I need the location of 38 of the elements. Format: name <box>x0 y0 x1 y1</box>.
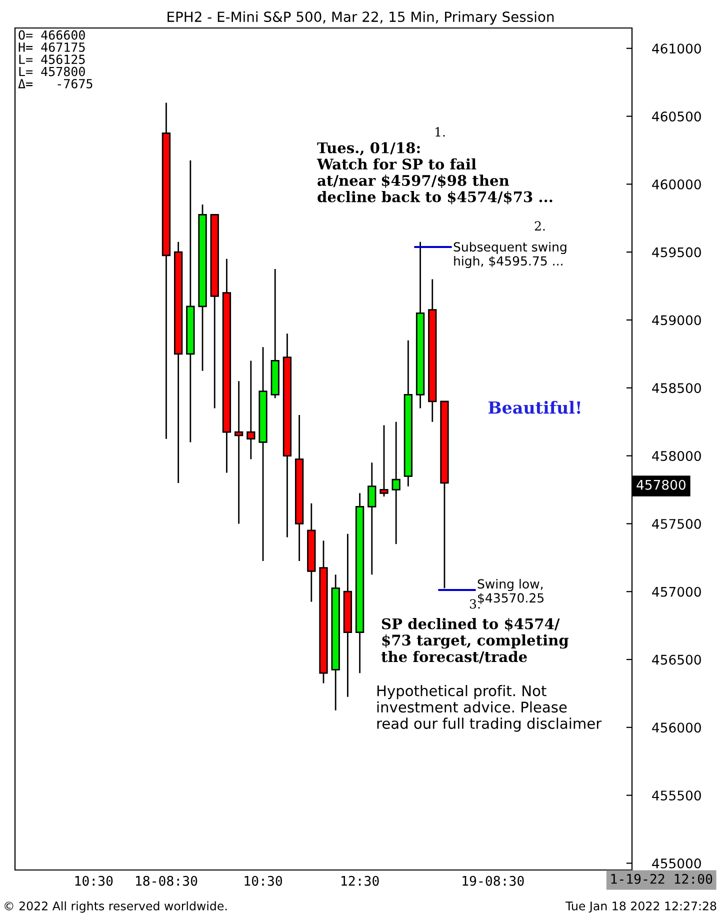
text: Tue Jan 18 2022 12:27:28 <box>566 901 716 913</box>
y-tick-label: 455500 <box>652 790 701 801</box>
y-tick-label: 460000 <box>652 179 701 190</box>
y-tick-label: 458000 <box>652 451 701 461</box>
y-tick-label: 459000 <box>652 315 701 326</box>
y-tick-label: 455000 <box>652 858 701 868</box>
text: © 2022 All rights reserved worldwide. <box>4 901 227 913</box>
y-tick-label: 456000 <box>652 722 701 733</box>
annotation: SP declined to $4574/ $73 target, completing the forecast/trade <box>381 618 569 664</box>
y-tick-label: 459500 <box>652 247 701 258</box>
annotation: 3. <box>470 599 480 609</box>
y-tick-label: 458500 <box>652 383 701 394</box>
candlestick <box>380 424 388 498</box>
annotation: 1. <box>436 127 445 137</box>
annotation: O= 466600 H= 467175 L= 456125 L= 457800 Δ= -7675 <box>18 30 92 88</box>
text: 1-19-22 12:00 <box>611 874 712 884</box>
x-tick-label: 10:30 <box>75 876 113 886</box>
candlestick <box>368 462 376 576</box>
y-tick-label: 460500 <box>652 111 701 122</box>
candlestick <box>246 360 256 460</box>
text: 457800 <box>636 480 686 490</box>
y-tick-label: 457000 <box>652 586 701 597</box>
annotation: 2. <box>534 221 545 231</box>
x-tick-label: 10:30 <box>244 876 282 886</box>
y-tick-label: 457500 <box>652 518 701 529</box>
y-tick-label: 461000 <box>652 44 701 54</box>
candlestick <box>234 380 244 524</box>
annotation: Swing low, $43570.25 <box>478 578 544 604</box>
annotation: Hypothetical profit. Not investment advice. Please read our full trading disclaimer <box>377 685 602 732</box>
chart-title: EPH2 - E-Mini S&P 500, Mar 22, 15 Min, Primary Session <box>168 11 554 25</box>
candlestick <box>392 421 400 545</box>
annotation: Tues., 01/18: Watch for SP to fail at/near $4597/$98 then decline back to $4574/$73 ... <box>316 142 552 204</box>
x-tick-label: 12:30 <box>342 876 379 886</box>
y-tick-label: 456500 <box>652 654 701 665</box>
annotation: Beautiful! <box>488 400 580 414</box>
x-tick-label: 18-08:30 <box>136 876 198 886</box>
x-tick-label: 19-08:30 <box>462 876 524 886</box>
annotation: Subsequent swing high, $4595.75 ... <box>454 242 566 268</box>
